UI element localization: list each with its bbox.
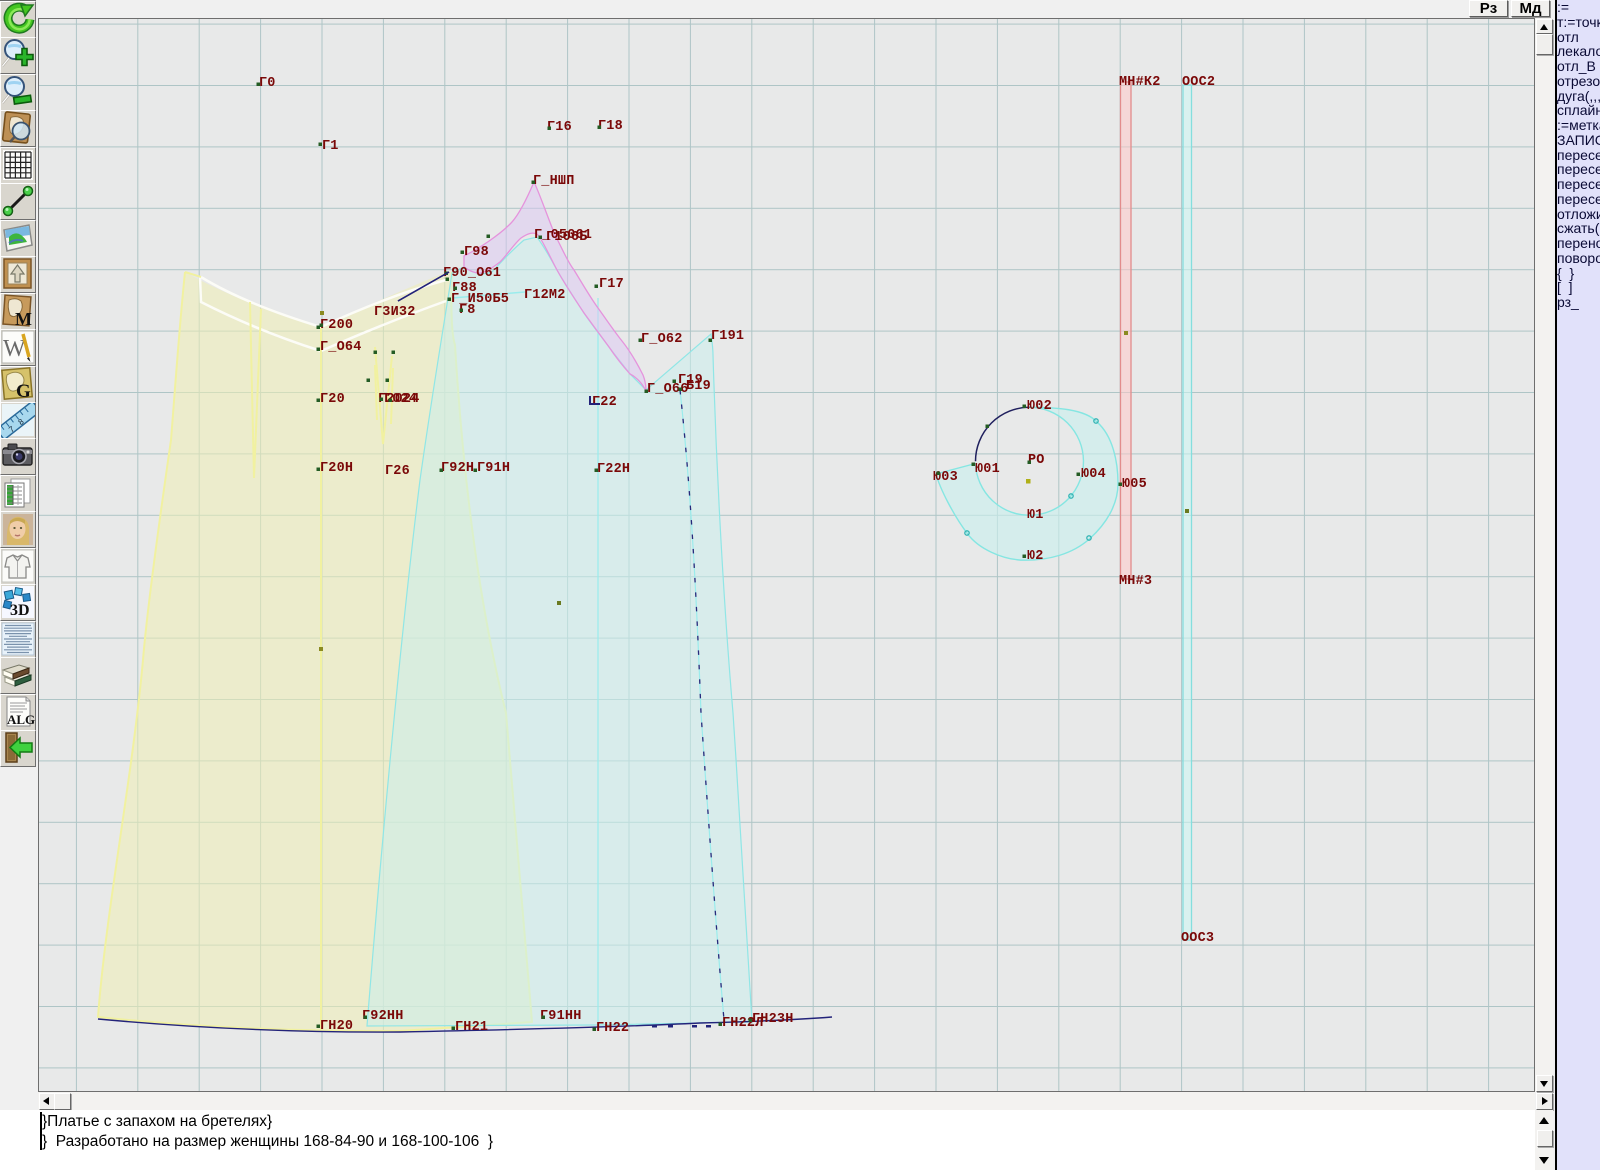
svg-text:Г22: Г22: [592, 395, 617, 410]
svg-text:Г91Н: Г91Н: [477, 461, 510, 476]
svg-text:Ю02: Ю02: [1027, 399, 1052, 414]
svg-text:Г92Н: Г92Н: [441, 461, 474, 476]
svg-text:Г98: Г98: [464, 245, 489, 260]
svg-text:Г024: Г024: [384, 392, 417, 407]
svg-text:Ю1: Ю1: [1027, 508, 1044, 523]
svg-text:Г8: Г8: [459, 303, 476, 318]
svg-text:Г_НШП: Г_НШП: [533, 174, 575, 189]
svg-text:Ю04: Ю04: [1081, 467, 1106, 482]
svg-text:ГН20: ГН20: [320, 1019, 353, 1034]
svg-text:Г_О66: Г_О66: [647, 382, 689, 397]
svg-text:Г_О62: Г_О62: [641, 332, 683, 347]
svg-text:ГН22Л: ГН22Л: [722, 1016, 764, 1031]
svg-text:Г0: Г0: [259, 76, 276, 91]
svg-text:Г106Б: Г106Б: [546, 230, 588, 245]
svg-text:Г88: Г88: [452, 281, 477, 296]
svg-text:Г17: Г17: [599, 277, 624, 292]
svg-text:M: M: [15, 309, 32, 329]
svg-text:Г1: Г1: [322, 139, 339, 154]
svg-text:Г19: Г19: [678, 373, 703, 388]
svg-text:Г26: Г26: [385, 464, 410, 479]
svg-text:Г91НН: Г91НН: [540, 1009, 582, 1024]
svg-text:Ю05: Ю05: [1122, 477, 1147, 492]
svg-text:Б19: Б19: [686, 379, 711, 394]
svg-text:G: G: [16, 381, 31, 402]
svg-text:Г3И32: Г3И32: [374, 305, 416, 320]
svg-text:Г200: Г200: [320, 318, 353, 333]
svg-text:Ю01: Ю01: [975, 462, 1000, 477]
svg-text:Г12М2: Г12М2: [524, 288, 566, 303]
svg-text:ООС2: ООС2: [1182, 75, 1215, 90]
svg-text:8: 8: [17, 417, 26, 427]
svg-text:Г90_О61: Г90_О61: [443, 266, 501, 281]
svg-text:Г_И50Б5: Г_И50Б5: [451, 292, 509, 307]
svg-text:Г92НН: Г92НН: [362, 1009, 404, 1024]
svg-text:ГН22: ГН22: [596, 1021, 629, 1036]
svg-text:Г_05061: Г_05061: [534, 228, 592, 243]
svg-text:Г20: Г20: [320, 392, 345, 407]
svg-text:W: W: [3, 336, 26, 362]
svg-text:Г2024: Г2024: [378, 392, 420, 407]
svg-text:ALG: ALG: [7, 712, 35, 727]
svg-text:7: 7: [7, 424, 16, 434]
svg-text:ООС3: ООС3: [1181, 931, 1214, 946]
svg-text:Г_О64: Г_О64: [320, 340, 362, 355]
svg-text:ГН21: ГН21: [455, 1020, 488, 1035]
svg-text:РО: РО: [1028, 453, 1045, 468]
svg-text:ГН23Н: ГН23Н: [752, 1012, 794, 1027]
svg-text:Г191: Г191: [711, 329, 744, 344]
svg-text:Г22Н: Г22Н: [597, 462, 630, 477]
svg-text:Г16: Г16: [547, 120, 572, 135]
svg-text:3D: 3D: [10, 602, 30, 619]
svg-text:МН#3: МН#3: [1119, 574, 1152, 589]
svg-text:Г20Н: Г20Н: [320, 461, 353, 476]
svg-text:Г18: Г18: [598, 119, 623, 134]
svg-text:МН#К2: МН#К2: [1119, 75, 1161, 90]
svg-text:Ю2: Ю2: [1027, 549, 1044, 564]
